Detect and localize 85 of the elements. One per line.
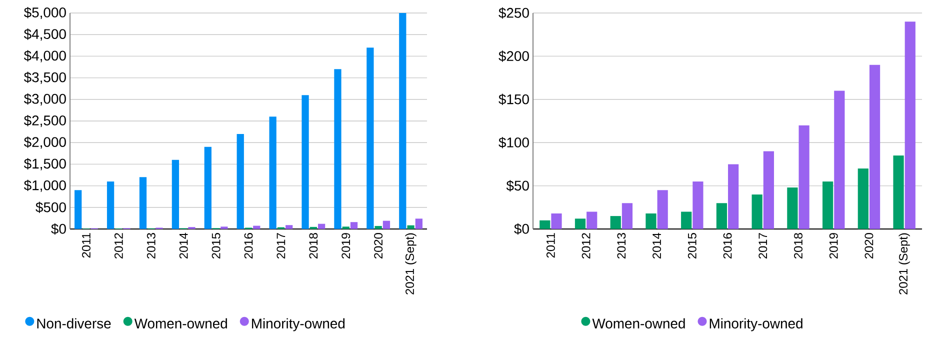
bar <box>318 224 326 229</box>
bar <box>904 22 916 229</box>
bar <box>610 216 621 229</box>
bar <box>551 213 562 229</box>
bar <box>382 220 390 229</box>
x-tick-label: 2011 <box>546 233 555 258</box>
x-tick-label: 2012 <box>582 233 590 259</box>
bar <box>407 225 414 229</box>
x-tick-label: 2017 <box>758 233 768 259</box>
y-tick-label: $250 <box>498 7 529 19</box>
x-tick-label: 2013 <box>146 233 156 259</box>
bar <box>681 212 692 229</box>
legend-label: Women-owned <box>134 318 227 328</box>
bar <box>540 220 550 229</box>
bar <box>646 213 656 229</box>
y-tick-label: $4,000 <box>24 50 66 62</box>
bar <box>74 190 82 229</box>
y-tick-label: $5,000 <box>24 6 66 20</box>
x-tick-label: 2015 <box>212 233 220 259</box>
x-tick-label: 2018 <box>309 233 318 259</box>
x-tick-label: 2021 (Sept) <box>405 233 416 294</box>
y-tick-label: $0 <box>51 223 66 235</box>
x-tick-label: 2019 <box>342 233 350 259</box>
bar <box>622 203 633 229</box>
y-tick-label: $0 <box>514 223 529 235</box>
bar <box>716 203 728 229</box>
legend-label: Minority-owned <box>252 318 345 332</box>
bar <box>893 156 904 229</box>
legend-label: Non-diverse <box>37 318 111 328</box>
x-tick-label: 2013 <box>617 233 626 259</box>
bar <box>366 48 374 229</box>
x-tick-label: 2017 <box>276 233 286 259</box>
y-tick-label: $1,000 <box>24 180 66 192</box>
bar <box>858 168 868 229</box>
x-tick-label: 2014 <box>179 232 188 259</box>
bar <box>752 194 762 229</box>
x-tick-label: 2020 <box>374 232 383 259</box>
x-tick-label: 2019 <box>829 233 838 259</box>
bar <box>415 218 422 229</box>
bar <box>139 177 147 229</box>
bar <box>106 181 114 229</box>
bar <box>728 164 739 229</box>
y-tick-label: $150 <box>498 94 529 106</box>
y-tick-label: $2,000 <box>24 136 66 149</box>
x-tick-label: 2020 <box>864 232 874 259</box>
bar <box>787 188 798 229</box>
bar <box>586 212 598 229</box>
bar <box>172 160 180 229</box>
bar <box>236 134 244 229</box>
legend-label: Women-owned <box>592 318 685 328</box>
x-tick-label: 2011 <box>82 233 90 258</box>
y-tick-label: $3,000 <box>24 93 66 106</box>
legend-label: Minority-owned <box>710 318 802 332</box>
bar <box>869 64 880 229</box>
bar <box>286 225 293 229</box>
bar <box>350 222 358 229</box>
y-tick-label: $1,500 <box>24 158 66 170</box>
bar <box>574 218 586 229</box>
y-tick-label: $2,500 <box>24 114 66 128</box>
bar <box>822 181 834 229</box>
x-tick-label: 2016 <box>244 233 253 259</box>
bar <box>204 146 212 229</box>
bar <box>798 125 810 229</box>
x-tick-label: 2016 <box>723 233 732 259</box>
y-tick-label: $3,500 <box>24 72 66 84</box>
x-tick-label: 2015 <box>688 233 696 259</box>
bar <box>374 226 382 229</box>
x-tick-label: 2018 <box>794 233 802 259</box>
y-tick-label: $50 <box>506 180 529 192</box>
bar <box>763 151 774 229</box>
bar <box>692 181 704 229</box>
x-tick-label: 2014 <box>652 232 662 259</box>
x-tick-label: 2021 (Sept) <box>898 233 910 294</box>
bar <box>253 226 260 229</box>
bar <box>399 13 406 229</box>
y-tick-label: $500 <box>36 202 66 214</box>
bar <box>657 190 668 229</box>
bar <box>834 90 845 229</box>
y-tick-label: $200 <box>498 50 529 62</box>
y-tick-label: $4,500 <box>24 28 66 41</box>
bar <box>334 69 342 229</box>
bar <box>302 95 309 229</box>
x-tick-label: 2012 <box>114 233 123 259</box>
bar <box>269 116 276 229</box>
y-tick-label: $100 <box>498 136 529 148</box>
